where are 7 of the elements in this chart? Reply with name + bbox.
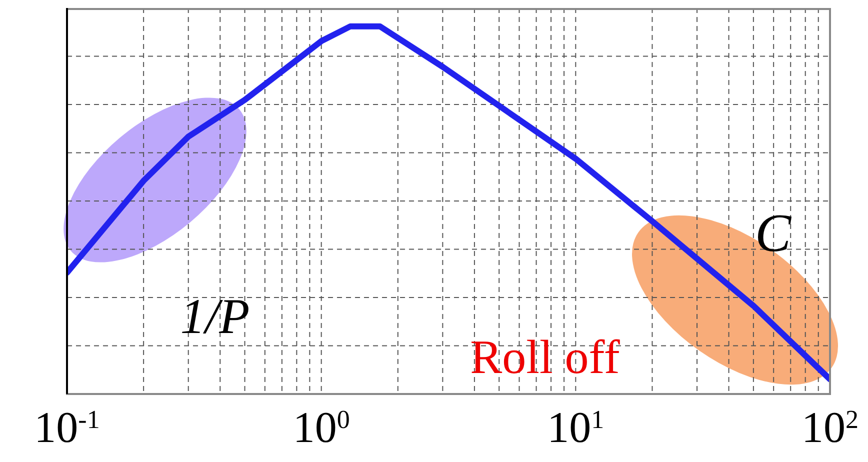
x-tick-label: 10$^{0}$ (292, 403, 350, 452)
x-tick-label: 10$^{2}$ (802, 403, 858, 452)
annotation: Roll off (470, 331, 620, 384)
annotation: 1/P (180, 288, 250, 344)
x-tick-label: 10$^{1}$ (547, 403, 604, 452)
annotation: C (754, 203, 792, 263)
x-tick-label: 10$^{-1}$ (34, 403, 100, 452)
